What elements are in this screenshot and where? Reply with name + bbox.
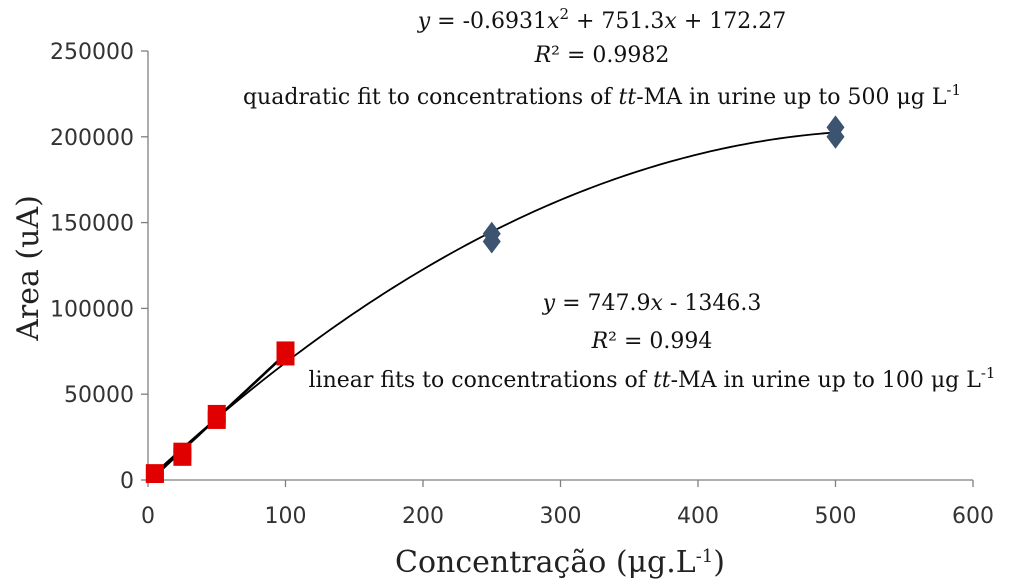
linear-description: linear fits to concentrations of tt-MA i… [309, 364, 996, 393]
y-tick-label: 250000 [50, 40, 134, 65]
data-point-square [173, 442, 192, 461]
x-tick-label: 400 [677, 504, 719, 529]
x-tick-label: 100 [265, 504, 307, 529]
quadratic-fit-annotation: y = -0.6931x2 + 751.3x + 172.27 R² = 0.9… [243, 5, 961, 110]
y-tick-label: 100000 [50, 297, 134, 322]
y-axis-title: Area (uA) [11, 195, 46, 342]
y-tick-label: 50000 [64, 383, 134, 408]
x-tick-label: 200 [402, 504, 444, 529]
data-points [145, 115, 845, 483]
x-tick-label: 500 [815, 504, 857, 529]
y-tick-label: 150000 [50, 212, 134, 237]
y-tick-label: 200000 [50, 126, 134, 151]
x-axis-title: Concentração (μg.L-1) [395, 545, 725, 580]
quadratic-description: quadratic fit to concentrations of tt-MA… [243, 81, 961, 110]
quadratic-r-squared: R² = 0.9982 [534, 43, 670, 68]
linear-equation: y = 747.9x - 1346.3 [542, 291, 762, 316]
linear-fit-annotation: y = 747.9x - 1346.3 R² = 0.994 linear fi… [309, 291, 996, 393]
tick-labels: 0 50000 100000 150000 200000 250000 0 100 200 300… [50, 40, 994, 529]
data-point-diamond [826, 115, 845, 140]
quadratic-equation: y = -0.6931x2 + 751.3x + 172.27 [417, 5, 786, 34]
x-tick-label: 0 [141, 504, 155, 529]
x-tick-label: 600 [952, 504, 994, 529]
y-tick-label: 0 [120, 469, 134, 494]
data-point-square [207, 404, 226, 423]
x-tick-label: 300 [540, 504, 582, 529]
data-point-square [145, 464, 164, 483]
linear-r-squared: R² = 0.994 [591, 329, 713, 354]
data-point-diamond [482, 221, 501, 246]
data-point-square [276, 341, 295, 360]
axes [141, 50, 974, 487]
